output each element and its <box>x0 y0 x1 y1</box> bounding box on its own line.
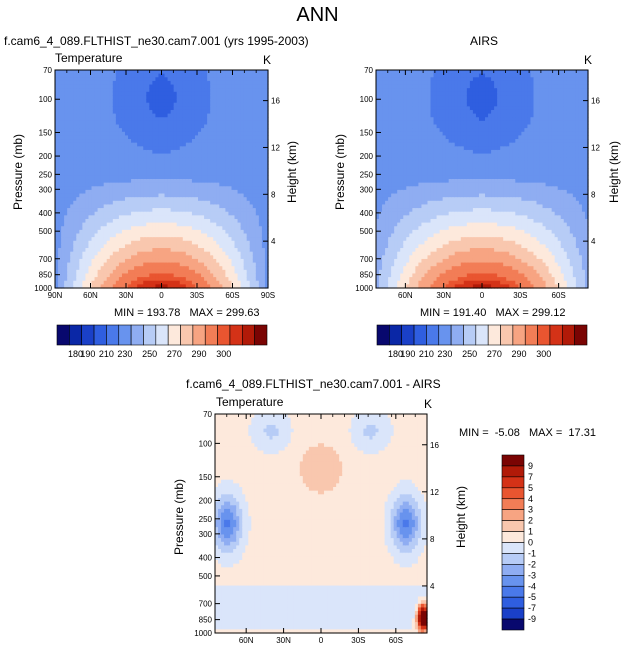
panel1-rtick-label: 12 <box>271 143 280 152</box>
panel1-ytick-label: 300 <box>39 185 53 194</box>
panel1-ytick-label: 400 <box>39 209 53 218</box>
panel1-xtick-label: 60N <box>83 291 98 300</box>
panel2-field <box>376 70 589 289</box>
panel1-ytick-label: 100 <box>39 95 53 104</box>
panel1-ytick-label: 70 <box>43 66 52 75</box>
panel1-xtick-label: 0 <box>159 291 164 300</box>
panel1-ytick-label: 700 <box>39 255 53 264</box>
panel1-rtick-label: 16 <box>271 97 280 106</box>
panel1-rtick-label: 4 <box>271 237 276 246</box>
panel1-xtick-label: 30S <box>190 291 204 300</box>
panel1-ytick-label: 250 <box>39 170 53 179</box>
panel1-rtick-label: 8 <box>271 190 276 199</box>
panel1-ytick-label: 850 <box>39 271 53 280</box>
panel1-ytick-label: 500 <box>39 227 53 236</box>
panel1-xtick-label: 90N <box>48 291 63 300</box>
panel1-ytick-label: 200 <box>39 152 53 161</box>
panel1-xtick-label: 60S <box>225 291 239 300</box>
panel1-ytick-label: 150 <box>39 128 53 137</box>
panel1-xtick-label: 90S <box>261 291 275 300</box>
panel1-field <box>55 70 269 289</box>
panel1-xtick-label: 30N <box>119 291 134 300</box>
